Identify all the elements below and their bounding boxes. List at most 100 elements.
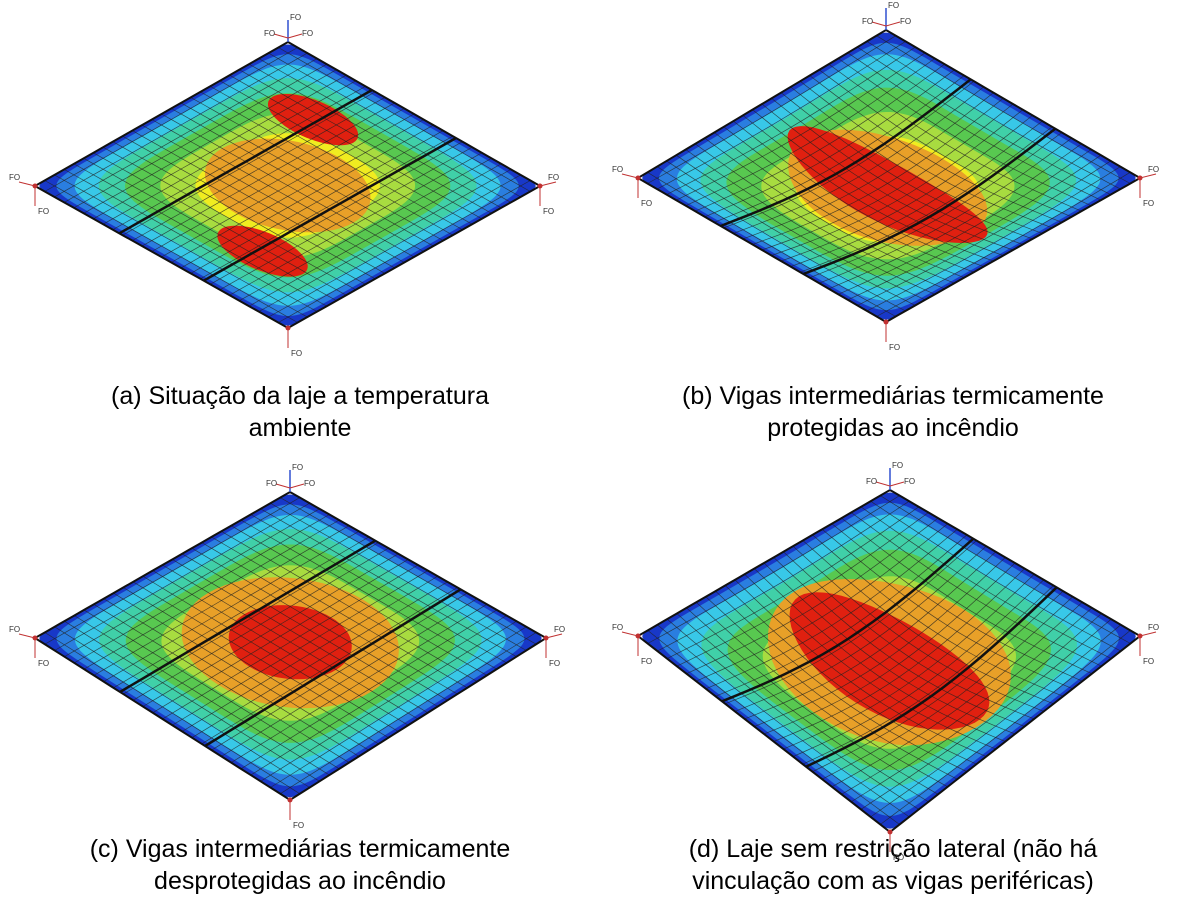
mesh-line [783,573,1035,750]
support-label: FO [1143,657,1154,666]
support-label: FO [38,659,49,668]
support-label: FO [612,165,623,174]
mesh-line [771,109,1024,256]
caption-b: (b) Vigas intermediárias termicamente pr… [682,382,1104,442]
mesh-line [647,172,896,317]
mesh-line [191,581,448,738]
support-node [883,319,889,325]
mesh-line [142,575,399,732]
beam-line [204,588,462,748]
mesh-line [657,624,910,818]
mesh-line [704,137,955,284]
mesh-line [248,163,502,307]
mesh-line [761,103,1014,251]
support [18,633,36,639]
support-label: FO [548,173,559,182]
mesh-line [102,146,356,291]
mesh-line [260,620,517,782]
support-node [887,829,893,835]
mesh-line [210,141,463,285]
mesh-line [733,120,984,267]
mesh-line [113,592,369,751]
mesh-line [880,630,1131,825]
mesh-line [870,624,1122,818]
support [1139,173,1157,179]
mesh-line [180,124,434,269]
mesh-line [754,568,1006,742]
mesh-line [93,152,347,296]
support [885,21,901,27]
caption-line: desprotegidas ao incêndio [154,867,446,895]
mesh-line [705,596,958,780]
mesh-line [211,592,468,751]
mesh-line [64,620,320,782]
mesh-line [258,169,512,312]
support-label: FO [291,349,302,358]
mesh-line [686,607,939,795]
mesh-line [219,146,473,291]
mesh-line [73,163,327,307]
support-label: FO [1143,199,1154,208]
contour-red [789,592,990,730]
support-label: FO [889,343,900,352]
support-label: FO [9,625,20,634]
mesh-line [239,157,492,302]
mesh-line [93,604,350,763]
mesh-line [132,581,389,738]
mesh-line [809,132,1063,279]
mesh-line [734,579,987,757]
mesh-line [132,130,386,274]
caption-line: (c) Vigas intermediárias termicamente [90,835,511,863]
mesh-line [822,596,1073,780]
mesh-line [694,143,945,290]
mesh-line [229,152,482,296]
support-label: FO [1148,165,1159,174]
mesh-line [714,132,965,279]
mesh-line [278,180,531,323]
mesh-line [860,618,1112,810]
support-label: FO [612,623,623,632]
mesh-line [190,130,444,274]
support-label: FO [9,173,20,182]
caption-line: (a) Situação da laje a temperatura [111,382,489,410]
support [871,21,887,27]
mesh-line [201,587,458,745]
mesh-line [656,166,906,312]
support-label: FO [543,207,554,216]
mesh-line [819,137,1072,284]
mesh-line [866,166,1121,312]
support-label: FO [892,461,903,470]
mesh-line [250,615,507,776]
support-label: FO [900,17,911,26]
contour-red [787,126,988,243]
support [275,483,291,489]
mesh-line [161,113,415,258]
mesh-line [812,590,1064,773]
support-label: FO [888,1,899,10]
caption-line: (d) Laje sem restrição lateral (não há [689,835,1098,863]
support [875,481,891,487]
support [545,633,563,639]
mesh-line [857,160,1111,306]
support [18,181,36,187]
mesh-line [752,109,1004,256]
mesh-line [44,632,300,795]
mesh-line [773,568,1025,742]
support-node [287,797,293,803]
mesh-line [780,115,1033,262]
mesh-line [64,169,318,312]
support-label: FO [302,29,313,38]
support-label: FO [38,207,49,216]
beam-line [119,539,376,694]
mesh-line [841,607,1093,795]
caption-a: (a) Situação da laje a temperatura ambie… [111,382,489,442]
mesh-line [221,598,478,757]
support-label: FO [293,821,304,830]
beam-line [720,78,972,228]
caption-c: (c) Vigas intermediárias termicamente de… [90,835,511,895]
support-label: FO [290,13,301,22]
caption-line: protegidas ao incêndio [767,414,1019,442]
